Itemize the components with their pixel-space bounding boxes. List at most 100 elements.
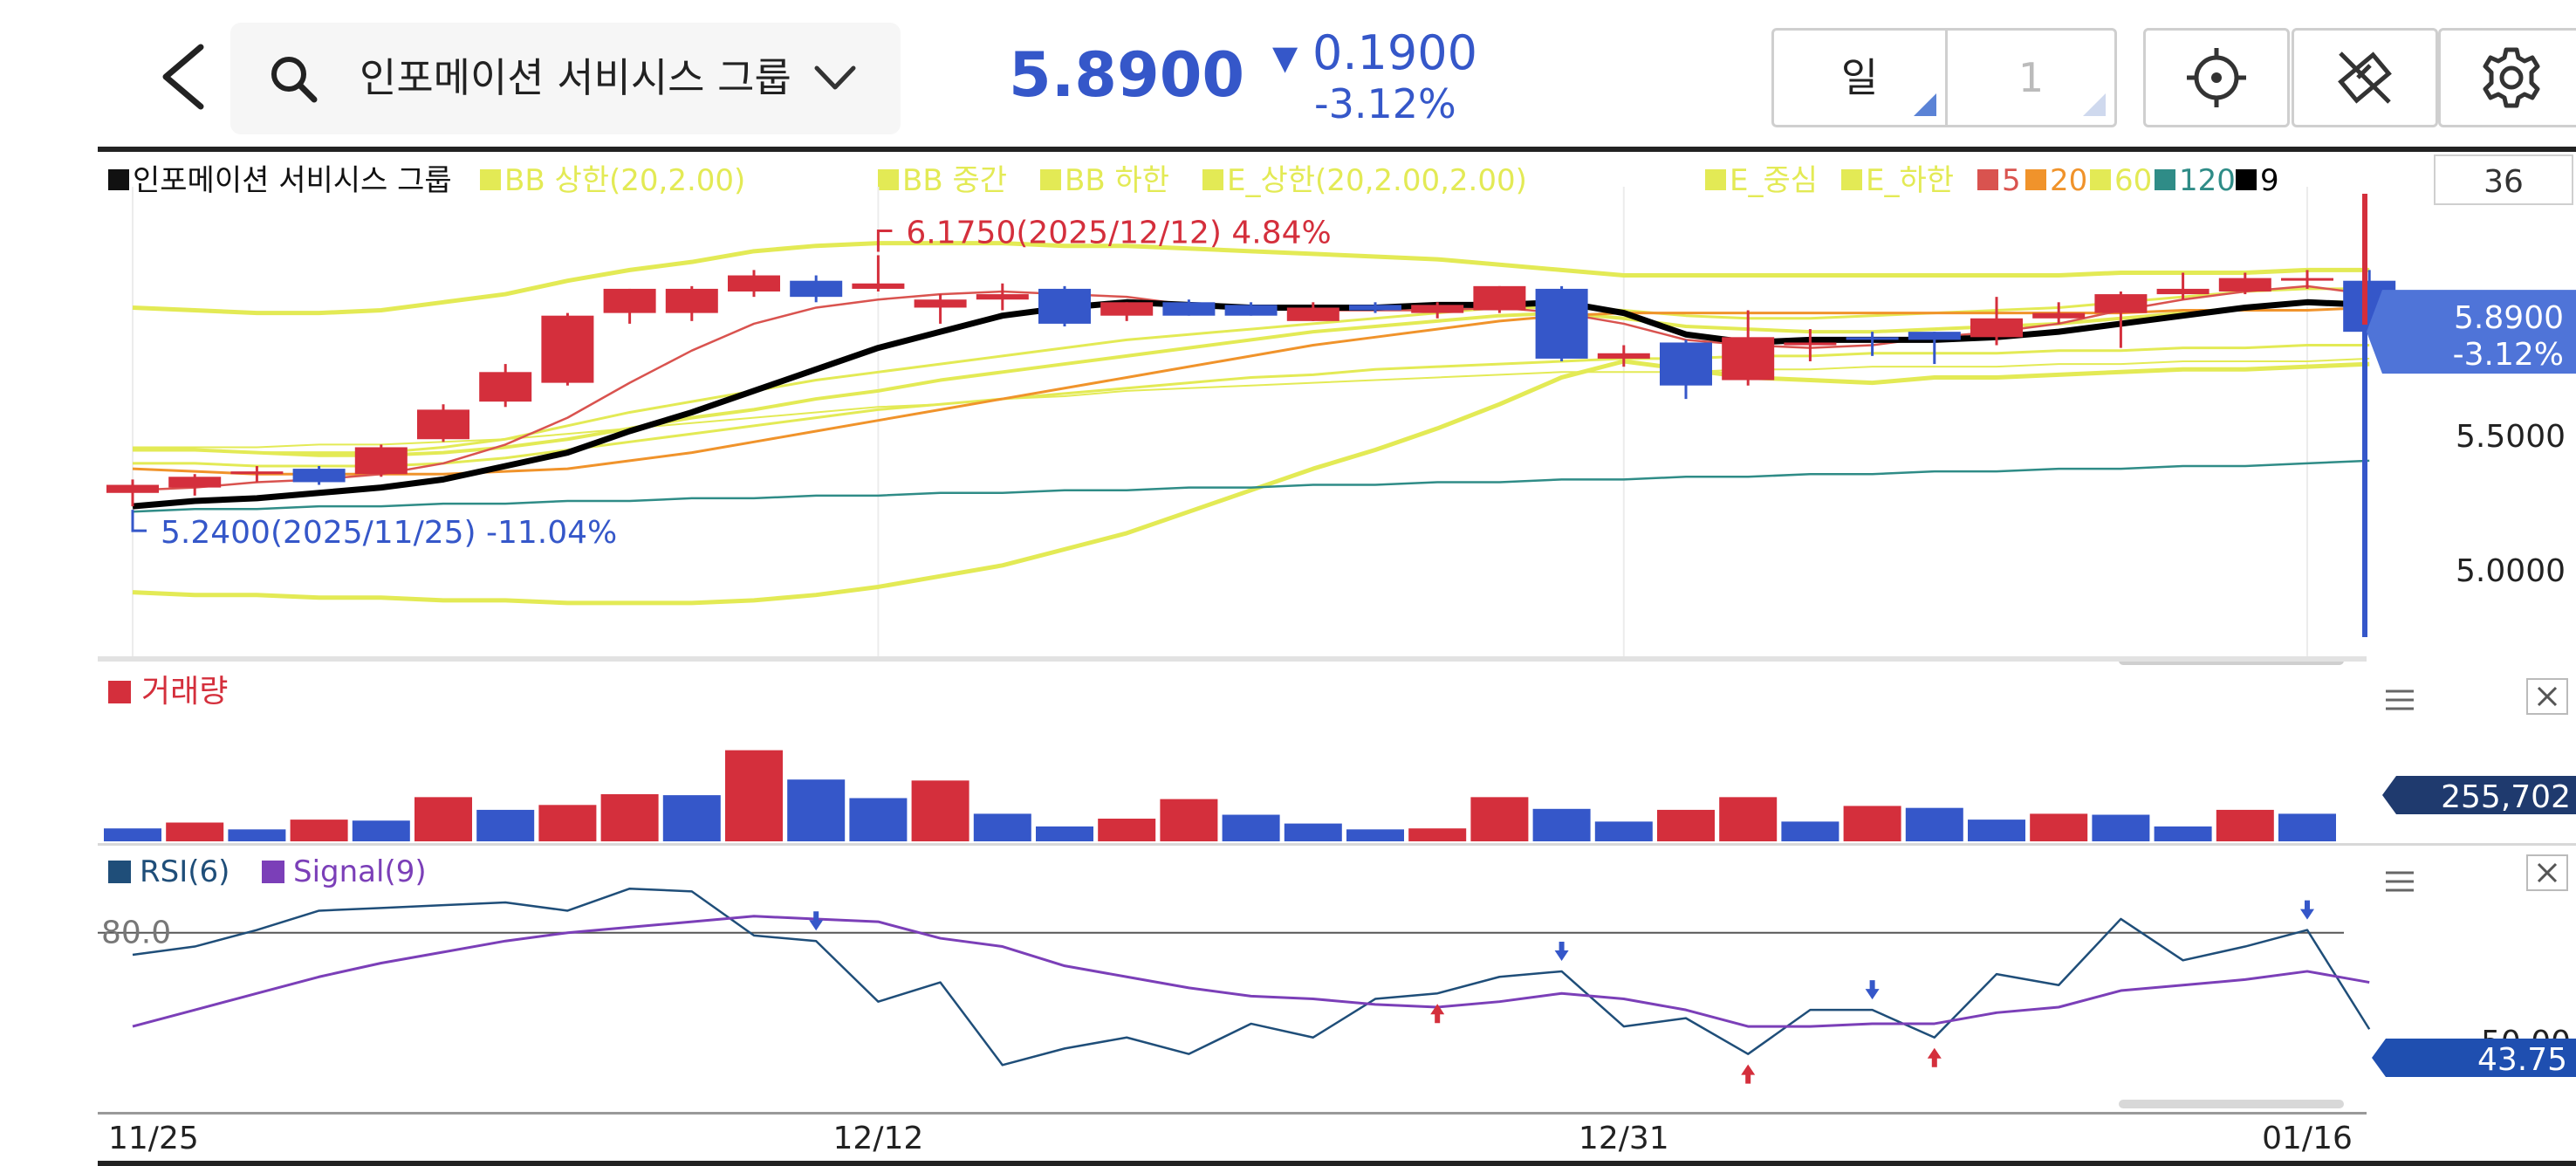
candle-up — [417, 409, 469, 440]
rsi-scrollbar[interactable] — [2119, 1100, 2344, 1108]
candle-up — [1722, 337, 1775, 381]
volume-title: 거래량 — [141, 674, 228, 710]
min-annotation-label: 5.2400(2025/11/25) -11.04% — [161, 515, 617, 551]
candle-up — [1597, 353, 1650, 359]
legend-label: BB 중간 — [902, 163, 1007, 198]
buy-signal-arrow-icon — [1741, 1064, 1756, 1084]
crosshair-button[interactable] — [2143, 28, 2290, 127]
volume-legend-swatch — [108, 681, 131, 703]
sell-signal-arrow-icon — [2300, 900, 2314, 920]
volume-bar — [1532, 808, 1591, 841]
candles — [106, 255, 2396, 507]
candle-down — [1908, 332, 1961, 340]
legend-swatch — [2025, 169, 2046, 190]
rsi-reference-line: 80.0 — [98, 916, 2344, 951]
min-annotation-arrow — [131, 510, 147, 532]
period-count-button[interactable]: 1 — [1948, 31, 2114, 125]
volume-bar — [1719, 797, 1778, 841]
volume-bar — [1470, 797, 1529, 841]
legend-swatch — [480, 169, 501, 190]
volume-value-tag — [2382, 776, 2576, 814]
legend-swatch — [1040, 169, 1061, 190]
line-e-mid — [133, 344, 2370, 468]
line-e-lower — [133, 357, 2370, 449]
volume-bar — [2278, 813, 2336, 841]
volume-bar — [2154, 826, 2212, 841]
down-triangle-icon: ▼ — [1272, 38, 1298, 77]
eraser-button[interactable] — [2292, 28, 2438, 127]
volume-bar — [2216, 809, 2274, 841]
rsi-close-button[interactable] — [2526, 854, 2568, 891]
stock-search-box[interactable]: 인포메이션 서비시스 그룹 — [230, 23, 901, 134]
last-price-tag-value: 5.8900 — [2454, 300, 2564, 336]
volume-bar — [1036, 826, 1093, 841]
candle-up — [914, 299, 967, 308]
rsi-signal-markers — [809, 900, 2314, 1084]
volume-bar — [2030, 813, 2088, 841]
current-price: 5.8900 — [1009, 39, 1245, 111]
price-panel-background — [98, 152, 2367, 656]
volume-menu-button[interactable] — [2386, 689, 2414, 710]
candle-up — [852, 283, 905, 289]
legend-swatch — [2236, 169, 2257, 190]
volume-bar — [600, 794, 659, 841]
legend-swatch — [262, 861, 284, 883]
price-tick-label: 5.0000 — [2456, 553, 2566, 589]
legend-swatch — [2155, 169, 2175, 190]
candle-up — [1286, 307, 1339, 321]
sell-signal-arrow-icon — [1554, 941, 1569, 961]
volume-bar — [1905, 807, 1963, 841]
corner-triangle-icon — [1914, 93, 1936, 116]
rsi-menu-button[interactable] — [2386, 871, 2414, 892]
volume-bar — [849, 798, 908, 841]
volume-bar — [1408, 828, 1467, 841]
legend-swatch — [878, 169, 899, 190]
volume-bar — [1781, 821, 1840, 841]
volume-bar — [1098, 819, 1156, 841]
price-range-bar — [2362, 194, 2367, 637]
volume-bar — [352, 820, 410, 841]
candle-up — [728, 275, 780, 292]
legend-label: 120 — [2179, 163, 2236, 198]
legend-swatch — [108, 861, 131, 883]
back-button[interactable] — [150, 33, 216, 120]
candle-up — [603, 288, 656, 313]
change-percent: -3.12% — [1314, 80, 1456, 127]
candle-up — [1970, 318, 2023, 338]
buy-signal-arrow-icon — [1927, 1047, 1942, 1067]
legend-label: BB 상한(20,2.00) — [504, 163, 745, 198]
candle-up — [665, 288, 718, 313]
candle-down — [790, 280, 843, 298]
settings-button[interactable] — [2438, 28, 2576, 127]
rsi-legend: RSI(6) Signal(9) — [108, 854, 427, 889]
buy-signal-arrow-icon — [1430, 1004, 1445, 1024]
candle-up — [1411, 305, 1464, 313]
volume-close-button[interactable] — [2526, 678, 2568, 715]
price-axis: 36 5.5000 5.0000 5.8900-3.12% — [2362, 154, 2576, 637]
header-divider — [98, 147, 2576, 152]
volume-bar — [1594, 821, 1653, 841]
max-annotation-arrow — [876, 229, 893, 252]
legend-label: BB 하한 — [1065, 163, 1169, 198]
x-axis-line — [98, 1112, 2367, 1115]
price-legend: 인포메이션 서비시스 그룹 BB 상한(20,2.00) BB 중간 BB 하한 E_상… — [108, 163, 2279, 198]
candle-up — [2156, 288, 2209, 295]
volume-bar — [1222, 814, 1280, 841]
chevron-down-icon[interactable] — [812, 63, 859, 93]
volume-bar — [911, 780, 969, 841]
price-tick-label: 5.5000 — [2456, 419, 2566, 455]
volume-bar — [2092, 814, 2150, 841]
period-unit-button[interactable]: 일 — [1774, 31, 1948, 125]
candle-up — [230, 471, 284, 475]
stock-chart[interactable]: 인포메이션 서비시스 그룹 BB 상한(20,2.00) BB 중간 BB 하한 E_상… — [0, 152, 2576, 1166]
volume-bars — [104, 750, 2336, 841]
x-tick-label: 12/31 — [1579, 1121, 1669, 1156]
volume-bar — [166, 822, 224, 841]
volume-panel: 거래량 255,702 — [104, 674, 2576, 841]
x-axis: 11/25 12/12 12/31 01/16 — [98, 1112, 2576, 1166]
period-count-label: 1 — [2018, 54, 2045, 101]
candle-down — [1535, 288, 1588, 359]
rsi-value-tag — [2372, 1039, 2576, 1077]
crosshair-icon — [2187, 48, 2246, 107]
visible-count-box[interactable] — [2434, 154, 2573, 205]
